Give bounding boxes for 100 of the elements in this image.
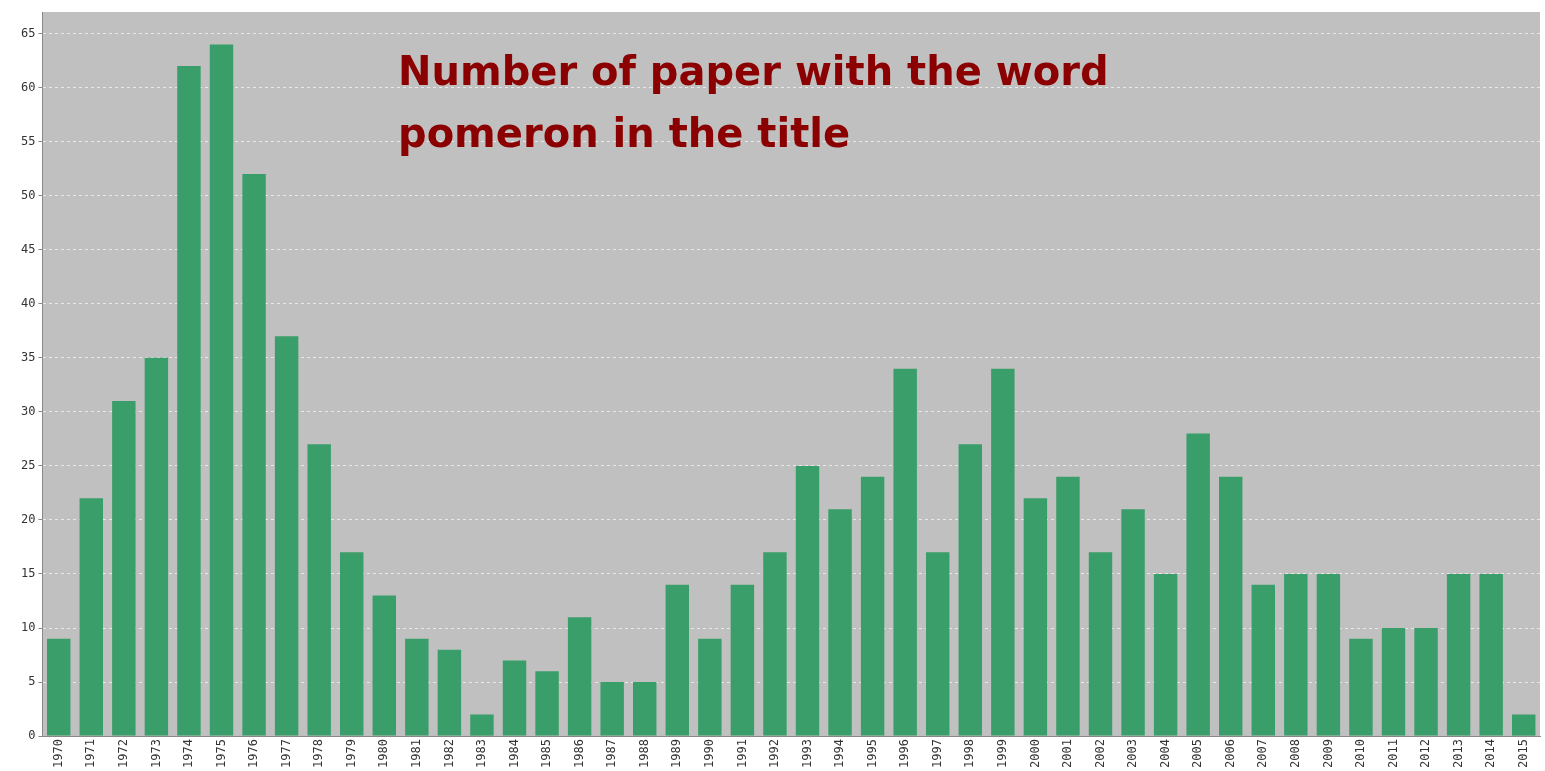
bar: [1251, 584, 1275, 736]
bar: [991, 368, 1015, 736]
bar: [1186, 433, 1210, 736]
bar: [926, 552, 950, 736]
x-tick-label: 2011: [1385, 739, 1400, 769]
x-tick-label: 1991: [734, 739, 749, 769]
x-tick-label: 2010: [1353, 739, 1368, 769]
x-tick-label: 1972: [115, 739, 130, 769]
bar: [177, 66, 201, 736]
x-tick-label: 1990: [701, 739, 716, 769]
bar: [47, 638, 71, 736]
y-tick-label: 55: [21, 133, 36, 148]
x-tick-label: 1995: [864, 739, 879, 769]
x-tick-label: 2003: [1125, 739, 1140, 769]
x-tick-label: 1999: [994, 739, 1009, 769]
bar: [209, 44, 234, 736]
bar: [958, 444, 982, 736]
y-tick-label: 60: [21, 79, 36, 94]
bar: [372, 595, 396, 736]
bar: [698, 638, 722, 736]
bar: [1153, 573, 1178, 736]
x-tick-label: 1971: [83, 739, 98, 769]
x-tick-label: 1980: [376, 739, 391, 769]
bar: [1446, 573, 1471, 736]
x-tick-label: 1989: [669, 739, 684, 769]
bar: [567, 617, 592, 736]
bar: [893, 368, 917, 736]
x-tick-label: 2013: [1450, 739, 1465, 769]
bar: [1056, 476, 1080, 736]
x-tick-label: 1977: [278, 739, 293, 769]
x-tick-label: 1987: [604, 739, 619, 769]
x-tick-label: 1981: [408, 739, 423, 769]
x-tick-label: 1994: [832, 739, 847, 769]
x-tick-label: 1998: [962, 739, 977, 769]
x-tick-label: 1970: [50, 739, 65, 769]
bar: [470, 714, 494, 736]
x-tick-label: 2009: [1320, 739, 1335, 769]
y-tick-label: 5: [28, 674, 36, 689]
bar: [274, 336, 299, 736]
text: Number of paper with the word pomeron in the title: [398, 47, 1110, 158]
x-tick-label: 2001: [1060, 739, 1075, 769]
y-tick-label: 30: [21, 404, 36, 418]
x-tick-label: 2015: [1515, 739, 1530, 769]
x-tick-label: 1992: [767, 739, 782, 769]
x-tick-label: 1976: [246, 739, 261, 769]
bar: [1479, 573, 1503, 736]
bar: [860, 476, 885, 736]
bar: [1512, 714, 1536, 736]
x-tick-label: 1988: [636, 739, 651, 769]
x-tick-label: 1973: [148, 739, 163, 769]
bar: [307, 444, 331, 736]
x-tick-label: 2005: [1190, 739, 1205, 769]
x-tick-label: 2000: [1027, 739, 1042, 769]
bar: [112, 401, 136, 736]
bar: [730, 584, 755, 736]
bar: [1284, 573, 1308, 736]
x-tick-label: 2012: [1418, 739, 1433, 769]
y-tick-label: 50: [21, 187, 36, 202]
y-tick-label: 25: [21, 458, 36, 473]
x-tick-label: 1993: [799, 739, 814, 769]
bar: [242, 174, 266, 736]
bar: [763, 552, 787, 736]
y-tick-label: 35: [21, 349, 36, 364]
x-tick-label: 2002: [1092, 739, 1107, 769]
y-tick-label: 15: [21, 566, 36, 581]
bar: [633, 682, 657, 736]
bar: [1414, 628, 1438, 736]
x-tick-label: 1978: [311, 739, 326, 769]
bar: [535, 671, 559, 736]
x-tick-label: 1985: [539, 739, 554, 769]
x-tick-label: 2007: [1255, 739, 1270, 769]
bar: [502, 660, 527, 736]
x-tick-label: 1979: [343, 739, 358, 769]
bar: [1349, 638, 1373, 736]
x-tick-label: 1975: [213, 739, 228, 769]
x-tick-label: 1996: [897, 739, 912, 769]
x-tick-label: 1986: [571, 739, 586, 769]
x-tick-label: 2006: [1222, 739, 1237, 769]
bar: [1316, 573, 1341, 736]
x-tick-label: 2004: [1157, 739, 1172, 769]
y-tick-label: 20: [21, 512, 36, 527]
bar: [1219, 476, 1243, 736]
y-tick-label: 65: [21, 25, 36, 40]
bar: [1023, 498, 1048, 736]
bar: [79, 498, 103, 736]
x-tick-label: 1982: [441, 739, 456, 769]
x-tick-label: 1983: [474, 739, 489, 769]
bar: [795, 465, 820, 736]
bar: [1088, 552, 1113, 736]
bar: [1381, 628, 1406, 736]
x-tick-label: 1984: [506, 739, 521, 769]
bar: [600, 682, 624, 736]
y-tick-label: 40: [21, 295, 36, 310]
bar: [665, 584, 689, 736]
y-tick-label: 45: [21, 241, 36, 256]
y-tick-label: 0: [28, 728, 36, 743]
bar: [1121, 509, 1145, 736]
bar: [144, 357, 169, 736]
x-tick-label: 1974: [181, 739, 196, 769]
bar: [340, 552, 364, 736]
